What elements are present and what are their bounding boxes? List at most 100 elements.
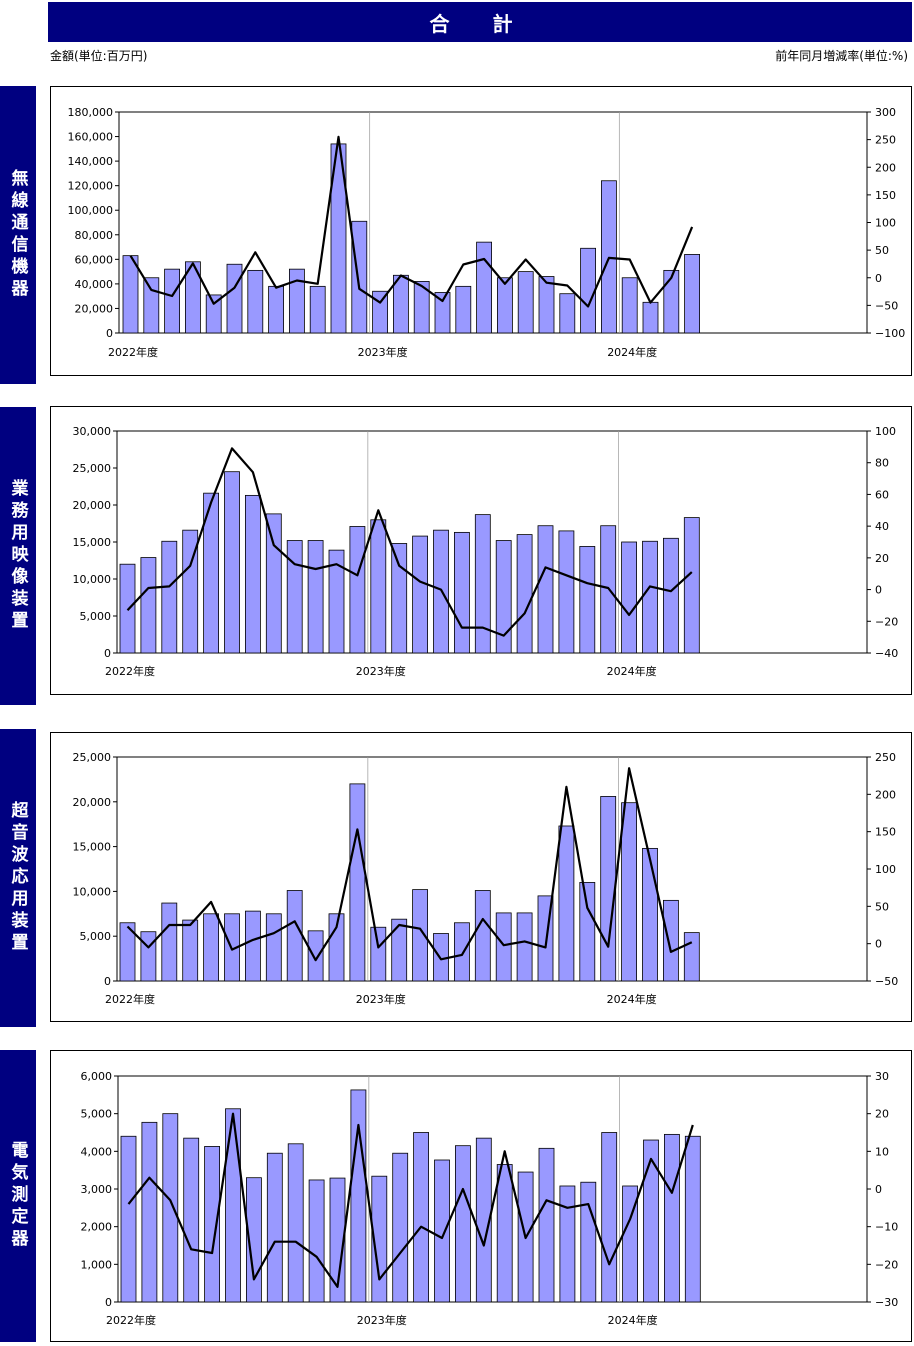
bar: [140, 931, 157, 982]
bar: [455, 285, 472, 334]
bar: [579, 882, 596, 982]
bar: [141, 1121, 158, 1303]
chart-ultrasonic: 25,000 20,000 15,000 10,000 5,000 0 250 200 150 1…: [73, 751, 899, 1006]
side-label-ultrasonic: 超音波応用装置: [0, 729, 36, 1027]
bar: [122, 255, 139, 334]
right-tick-label: 100: [875, 217, 896, 230]
year-label: 2023年度: [356, 664, 406, 678]
year-label: 2023年度: [357, 1313, 407, 1327]
left-tick-label: 6,000: [81, 1070, 113, 1083]
right-tick-label: −50: [875, 299, 898, 312]
left-tick-label: 10,000: [73, 885, 112, 898]
bar: [288, 268, 305, 334]
bar: [268, 285, 285, 334]
left-tick-label: 0: [104, 975, 111, 988]
left-tick-label: 0: [105, 1296, 112, 1309]
bar: [162, 1113, 179, 1303]
bar: [642, 540, 658, 654]
bar: [538, 1147, 555, 1303]
bar: [476, 241, 493, 334]
right-unit-label: 前年同月増減率(単位:%): [775, 49, 908, 63]
left-tick-label: 80,000: [75, 229, 114, 242]
right-tick-label: 0: [875, 272, 882, 285]
chart-panel-meter: 6,000 5,000 4,000 3,000 2,000 1,000 0 30 20 10 0 −1…: [50, 1050, 912, 1342]
bar: [475, 1137, 492, 1303]
side-label-meter: 電気測定器: [0, 1050, 36, 1342]
bar: [621, 802, 637, 982]
year-label: 2024年度: [607, 345, 657, 359]
left-tick-label: 2,000: [81, 1221, 113, 1234]
bar: [664, 1133, 680, 1303]
year-label: 2023年度: [358, 345, 408, 359]
bar: [622, 1185, 638, 1303]
bar: [161, 540, 178, 654]
bar: [474, 890, 491, 982]
left-tick-label: 20,000: [73, 796, 112, 809]
bar: [287, 1143, 304, 1303]
bar: [328, 913, 345, 982]
bar: [286, 890, 303, 982]
bar: [351, 220, 368, 334]
right-tick-label: 200: [875, 788, 896, 801]
bar: [183, 1137, 200, 1303]
bar: [642, 847, 658, 982]
bar: [307, 930, 324, 982]
bar: [286, 540, 303, 654]
bar: [182, 529, 199, 654]
bar: [140, 557, 157, 654]
left-tick-label: 0: [106, 327, 113, 340]
bar: [496, 1164, 513, 1303]
left-tick-label: 10,000: [73, 573, 112, 586]
left-tick-label: 5,000: [80, 610, 112, 623]
bar: [391, 918, 408, 982]
rate-line: [129, 135, 694, 308]
bar: [182, 919, 199, 982]
bar: [307, 540, 324, 654]
right-tick-label: 200: [875, 161, 896, 174]
bar: [683, 932, 700, 982]
year-label: 2023年度: [356, 992, 406, 1006]
right-tick-label: 80: [875, 457, 889, 470]
year-label: 2024年度: [608, 1313, 658, 1327]
bar: [204, 1146, 221, 1303]
year-label: 2022年度: [105, 992, 155, 1006]
left-tick-label: 0: [104, 647, 111, 660]
right-tick-label: 10: [875, 1145, 889, 1158]
bar: [558, 825, 575, 982]
bar: [683, 517, 700, 654]
right-tick-label: 50: [875, 900, 889, 913]
bar: [537, 525, 554, 654]
bar: [663, 537, 679, 654]
left-tick-label: 180,000: [68, 106, 114, 119]
left-tick-label: 20,000: [75, 302, 114, 315]
right-tick-label: 250: [875, 134, 896, 147]
bar: [265, 913, 282, 982]
bar: [308, 1179, 325, 1303]
bar: [601, 1132, 618, 1303]
left-tick-label: 1,000: [81, 1258, 113, 1271]
bar: [370, 926, 387, 982]
left-tick-label: 30,000: [73, 425, 112, 438]
bar: [164, 268, 180, 334]
bar: [495, 540, 512, 654]
right-tick-label: 30: [875, 1070, 889, 1083]
bar: [265, 513, 282, 654]
bar: [434, 1159, 450, 1303]
left-tick-label: 25,000: [73, 751, 112, 764]
bar: [143, 277, 160, 334]
right-tick-label: −50: [875, 975, 898, 988]
bar: [244, 910, 261, 982]
left-unit-label: 金額(単位:百万円): [50, 49, 148, 63]
left-tick-label: 120,000: [68, 180, 114, 193]
right-tick-label: 300: [875, 106, 896, 119]
chart-panel-video: 30,000 25,000 20,000 15,000 10,000 5,000 0 100 8…: [50, 406, 912, 695]
bar: [600, 796, 617, 982]
left-tick-label: 3,000: [81, 1183, 113, 1196]
bar: [309, 285, 326, 334]
left-tick-label: 5,000: [80, 930, 112, 943]
bar: [224, 471, 240, 654]
right-tick-label: 150: [875, 826, 896, 839]
bar: [517, 271, 534, 334]
left-tick-label: 40,000: [75, 278, 114, 291]
year-label: 2024年度: [607, 664, 657, 678]
